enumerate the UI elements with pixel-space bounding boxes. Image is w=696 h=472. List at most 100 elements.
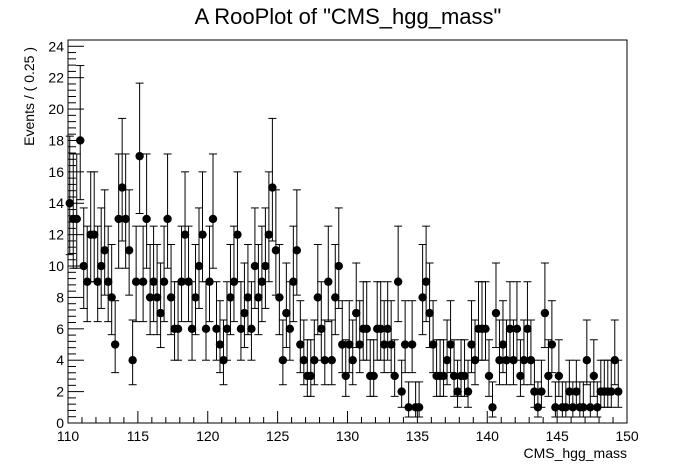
data-marker <box>523 324 532 334</box>
data-marker <box>90 230 99 239</box>
data-marker <box>247 324 256 334</box>
data-point <box>610 319 619 386</box>
data-marker <box>166 293 176 302</box>
plot-border <box>67 39 628 424</box>
data-marker <box>135 151 144 161</box>
data-point <box>596 359 605 408</box>
data-point <box>152 243 162 336</box>
data-marker <box>285 324 295 334</box>
data-point <box>173 281 183 361</box>
data-point <box>404 381 413 418</box>
data-marker <box>212 324 221 334</box>
data-marker <box>383 324 392 334</box>
data-marker <box>498 340 508 349</box>
data-marker <box>292 246 302 255</box>
data-marker <box>453 387 462 396</box>
data-point <box>114 153 123 269</box>
data-marker <box>439 371 448 381</box>
data-point <box>488 381 497 418</box>
data-marker <box>460 371 469 381</box>
data-point <box>453 359 462 408</box>
data-point <box>397 359 406 408</box>
x-tick-label: 145 <box>545 428 569 444</box>
axis-ticks: 110 115 120 125 130 135 140 145 1500246810121416… <box>48 38 638 444</box>
data-point <box>303 339 312 397</box>
data-point <box>180 171 190 283</box>
data-marker <box>233 230 242 239</box>
data-marker <box>428 340 438 349</box>
data-point <box>540 262 550 349</box>
data-marker <box>107 293 116 302</box>
data-marker <box>341 371 350 381</box>
data-point <box>93 225 102 323</box>
data-point <box>512 281 522 361</box>
x-tick-label: 125 <box>266 428 290 444</box>
data-point <box>400 300 410 374</box>
data-marker <box>180 230 190 239</box>
data-marker <box>379 340 389 349</box>
data-marker <box>607 387 616 396</box>
x-tick-label: 150 <box>615 428 639 444</box>
data-point <box>65 135 74 256</box>
data-point <box>582 319 592 386</box>
data-marker <box>275 293 284 302</box>
y-tick-label: 2 <box>56 384 64 400</box>
data-point <box>205 225 214 323</box>
data-marker <box>442 356 452 365</box>
data-point <box>107 243 116 336</box>
data-point <box>544 339 553 397</box>
data-marker <box>495 356 504 365</box>
data-marker <box>72 214 81 224</box>
data-marker <box>100 246 109 255</box>
y-tick-label: 22 <box>48 70 64 86</box>
data-point <box>554 339 564 397</box>
data-point <box>79 207 88 309</box>
data-point <box>135 82 144 215</box>
data-marker <box>331 293 340 302</box>
data-marker <box>236 324 246 334</box>
data-marker <box>131 277 141 286</box>
data-point <box>414 381 424 418</box>
x-tick-label: 130 <box>336 428 360 444</box>
data-point <box>463 359 473 408</box>
data-marker <box>103 277 113 286</box>
data-point <box>477 281 487 361</box>
data-marker <box>614 387 623 396</box>
data-marker <box>187 324 197 334</box>
data-marker <box>124 246 134 255</box>
data-point <box>187 281 197 361</box>
data-point <box>446 300 455 374</box>
x-tick-label: 135 <box>406 428 430 444</box>
data-point <box>233 171 242 283</box>
data-marker <box>369 371 378 381</box>
data-point <box>547 300 557 374</box>
data-marker <box>530 387 539 396</box>
data-marker <box>449 371 459 381</box>
data-point <box>421 225 431 323</box>
data-marker <box>390 371 399 381</box>
data-marker <box>257 277 267 286</box>
data-point <box>320 319 329 386</box>
data-point <box>327 319 336 386</box>
data-marker <box>348 356 357 365</box>
data-marker <box>355 340 364 349</box>
data-point <box>145 243 155 336</box>
data-point <box>338 300 347 374</box>
data-marker <box>145 293 155 302</box>
data-point <box>568 381 578 418</box>
data-point <box>184 225 193 323</box>
data-point <box>352 262 361 349</box>
data-point <box>191 243 200 336</box>
y-tick-label: 14 <box>48 195 64 211</box>
data-marker <box>243 293 253 302</box>
data-point <box>142 153 151 269</box>
x-tick-label: 110 <box>57 428 80 444</box>
data-point <box>289 225 298 323</box>
data-point <box>156 262 165 349</box>
data-marker <box>352 308 361 318</box>
data-point <box>163 153 172 269</box>
data-marker <box>310 356 319 365</box>
data-marker <box>582 356 592 365</box>
data-point <box>226 243 235 336</box>
